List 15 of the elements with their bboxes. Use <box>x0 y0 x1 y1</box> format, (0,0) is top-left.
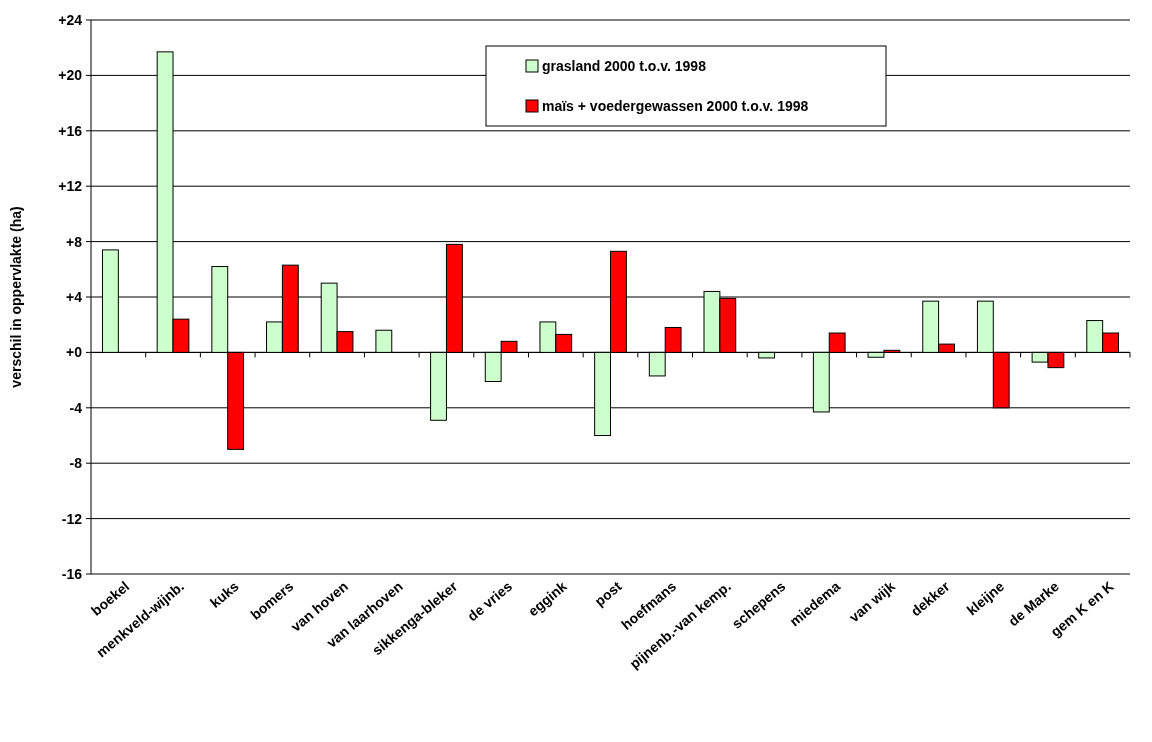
x-tick-label: van wijk <box>845 577 899 626</box>
y-tick-label: +8 <box>66 233 83 250</box>
y-tick-label: -4 <box>69 399 83 416</box>
y-tick-label: +0 <box>66 344 83 361</box>
y-tick-label: -12 <box>61 510 83 527</box>
y-tick-label: -16 <box>61 565 83 582</box>
y-axis-title: verschil in oppervlakte (ha) <box>8 206 24 388</box>
legend-label: maïs + voedergewassen 2000 t.o.v. 1998 <box>542 98 809 114</box>
y-tick-label: +16 <box>58 122 83 139</box>
legend-label: grasland 2000 t.o.v. 1998 <box>542 58 707 74</box>
y-tick-label: +20 <box>58 67 83 84</box>
y-tick-label: +24 <box>58 11 83 28</box>
y-tick-label: +4 <box>66 288 83 305</box>
y-tick-label: +12 <box>58 178 83 195</box>
y-tick-label: -8 <box>69 455 83 472</box>
